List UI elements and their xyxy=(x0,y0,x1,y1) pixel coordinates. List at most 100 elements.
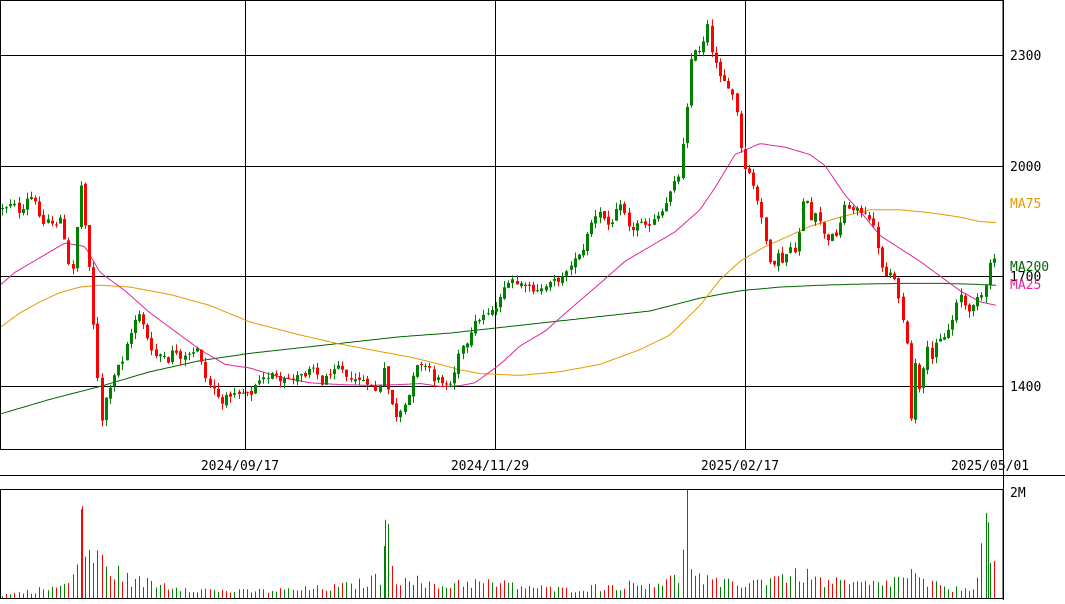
candle-down xyxy=(150,338,153,351)
candle-up xyxy=(536,290,539,292)
candle-down xyxy=(221,397,224,404)
candle-up xyxy=(590,222,593,235)
candle-up xyxy=(121,361,124,364)
candlesticks xyxy=(1,19,996,427)
candle-down xyxy=(897,278,900,299)
candle-down xyxy=(279,376,282,382)
candle-up xyxy=(296,375,299,382)
y-tick-label: 2300 xyxy=(1010,49,1041,64)
candle-down xyxy=(632,227,635,231)
candle-down xyxy=(96,323,99,378)
candle-down xyxy=(648,224,651,226)
candle-up xyxy=(507,282,510,288)
candle-up xyxy=(939,338,942,342)
candle-down xyxy=(918,364,921,390)
candle-down xyxy=(968,304,971,312)
candle-down xyxy=(752,172,755,186)
candle-down xyxy=(906,321,909,344)
candle-up xyxy=(657,215,660,219)
candle-up xyxy=(976,297,979,307)
candle-up xyxy=(462,345,465,354)
candle-down xyxy=(860,207,863,214)
candle-down xyxy=(304,373,307,377)
candle-up xyxy=(337,365,340,369)
candle-up xyxy=(636,223,639,231)
candle-down xyxy=(142,314,145,325)
candle-down xyxy=(209,378,212,385)
price-axis-labels: 1400 1700 2000 2300 xyxy=(1010,49,1041,395)
candle-up xyxy=(495,308,498,312)
candle-up xyxy=(138,314,141,322)
candle-up xyxy=(943,337,946,340)
candle-down xyxy=(72,264,75,269)
candle-up xyxy=(549,282,552,288)
candle-down xyxy=(42,214,45,224)
candle-down xyxy=(250,390,253,395)
candle-down xyxy=(92,267,95,325)
candle-down xyxy=(644,221,647,225)
candle-down xyxy=(769,239,772,263)
candle-down xyxy=(200,350,203,362)
candle-down xyxy=(146,324,149,339)
candle-down xyxy=(827,234,830,241)
candle-up xyxy=(233,393,236,395)
candle-up xyxy=(989,262,992,285)
candle-up xyxy=(354,379,357,382)
candle-up xyxy=(806,200,809,203)
candle-up xyxy=(134,319,137,333)
candle-up xyxy=(985,285,988,297)
candle-up xyxy=(955,302,958,321)
candle-up xyxy=(545,286,548,291)
candle-down xyxy=(835,232,838,236)
candle-down xyxy=(329,374,332,376)
candle-up xyxy=(26,198,29,210)
volume-bars xyxy=(2,490,995,598)
candle-down xyxy=(719,61,722,77)
candle-up xyxy=(487,313,490,315)
candle-down xyxy=(893,273,896,280)
candle-down xyxy=(420,364,423,365)
candle-up xyxy=(13,203,16,206)
candle-down xyxy=(51,220,54,224)
candle-up xyxy=(843,204,846,223)
candle-down xyxy=(387,366,390,390)
candle-down xyxy=(217,388,220,397)
candle-down xyxy=(350,378,353,380)
candle-down xyxy=(84,183,87,226)
candle-up xyxy=(798,232,801,252)
x-tick-label: 2025/02/17 xyxy=(701,459,779,474)
candle-up xyxy=(665,203,668,212)
candle-up xyxy=(615,209,618,221)
candle-up xyxy=(831,233,834,241)
candle-up xyxy=(553,278,556,281)
x-tick-label: 2025/05/01 xyxy=(951,459,1029,474)
candle-up xyxy=(117,364,120,376)
candle-down xyxy=(155,349,158,357)
candle-down xyxy=(910,343,913,419)
candle-up xyxy=(960,294,963,303)
candle-up xyxy=(196,348,199,352)
candle-up xyxy=(520,283,523,287)
candle-down xyxy=(175,350,178,353)
candle-up xyxy=(22,209,25,213)
candle-up xyxy=(980,295,983,298)
candle-up xyxy=(972,304,975,312)
candle-up xyxy=(379,385,382,392)
candle-up xyxy=(922,368,925,388)
candle-up xyxy=(404,404,407,412)
candle-up xyxy=(777,253,780,267)
candle-up xyxy=(690,59,693,106)
x-tick-label: 2024/11/29 xyxy=(451,459,529,474)
candle-down xyxy=(246,391,249,393)
candle-up xyxy=(673,181,676,191)
candle-up xyxy=(333,369,336,374)
ma200-line xyxy=(0,282,997,415)
candle-up xyxy=(109,387,112,399)
candle-down xyxy=(55,224,58,226)
candle-up xyxy=(640,221,643,223)
candle-down xyxy=(292,378,295,381)
candle-up xyxy=(839,222,842,236)
candle-down xyxy=(101,377,104,421)
x-tick-label: 2024/09/17 xyxy=(201,459,279,474)
